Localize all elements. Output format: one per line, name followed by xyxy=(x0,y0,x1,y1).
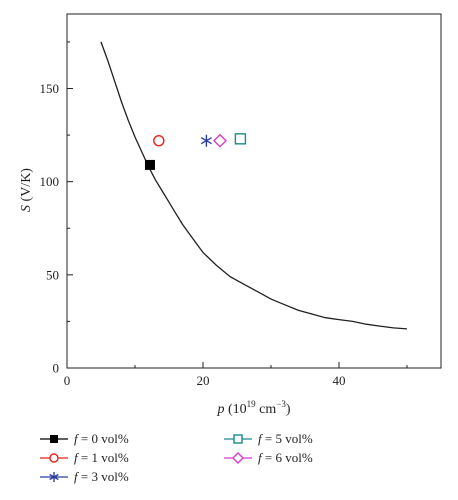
x-tick-label: 40 xyxy=(333,373,346,388)
legend-item: f = 1 vol% xyxy=(38,449,188,467)
legend-marker xyxy=(233,434,243,444)
legend-swatch xyxy=(224,452,252,464)
data-markers xyxy=(144,133,247,170)
legend-label: f = 6 vol% xyxy=(258,449,313,467)
x-axis-title: p (1019 cm−3) xyxy=(216,399,290,417)
y-axis-var: S xyxy=(19,205,34,212)
fit-curve xyxy=(100,41,408,330)
legend-label: f = 1 vol% xyxy=(74,449,129,467)
x-axis-unit-sup: −3 xyxy=(276,399,286,409)
legend-item: f = 6 vol% xyxy=(222,449,372,467)
tick-labels: 0 20 40 0 50 100 150 xyxy=(40,81,346,388)
x-axis-close: ) xyxy=(286,402,291,417)
legend-label-var: f xyxy=(74,431,78,446)
x-tick-label: 0 xyxy=(64,373,71,388)
legend-item: f = 3 vol% xyxy=(38,468,188,486)
y-axis-rest: (V/K) xyxy=(19,168,34,205)
data-point xyxy=(234,133,247,145)
legend-label-var: f xyxy=(74,469,78,484)
x-tick-label: 20 xyxy=(197,373,210,388)
legend-swatch xyxy=(40,435,68,443)
legend-label-rest: = 3 vol% xyxy=(77,469,129,484)
legend-marker xyxy=(50,435,58,443)
x-axis-unit: cm xyxy=(256,402,277,417)
legend-label-var: f xyxy=(258,450,262,465)
legend-label-rest: = 1 vol% xyxy=(77,450,129,465)
plot-frame xyxy=(66,13,442,369)
y-tick-label: 50 xyxy=(46,267,59,282)
legend-label-rest: = 6 vol% xyxy=(261,450,313,465)
legend-label-var: f xyxy=(74,450,78,465)
y-tick-label: 0 xyxy=(53,361,60,376)
legend-label: f = 3 vol% xyxy=(74,468,129,486)
data-point xyxy=(144,159,155,170)
y-tick-label: 100 xyxy=(40,174,60,189)
legend-label-var: f xyxy=(258,431,262,446)
data-point xyxy=(153,134,165,147)
axis-ticks xyxy=(66,41,408,369)
x-axis-rest-prefix: (10 xyxy=(224,402,246,417)
legend-swatch xyxy=(40,453,68,463)
legend-swatch xyxy=(224,434,252,444)
data-point xyxy=(213,133,227,148)
y-axis-title: S (V/K) xyxy=(19,168,34,212)
legend-item: f = 0 vol% xyxy=(38,430,188,448)
x-axis-sup: 19 xyxy=(247,399,257,409)
legend-marker xyxy=(232,452,244,464)
legend-label: f = 0 vol% xyxy=(74,430,129,448)
legend-label-rest: = 0 vol% xyxy=(77,431,129,446)
legend-marker xyxy=(49,453,59,463)
x-axis-var: p xyxy=(216,402,224,417)
data-point xyxy=(200,134,212,147)
legend-marker xyxy=(49,472,59,482)
legend-item: f = 5 vol% xyxy=(222,430,372,448)
legend-swatch xyxy=(40,472,68,482)
legend-label-rest: = 5 vol% xyxy=(261,431,313,446)
legend-label: f = 5 vol% xyxy=(258,430,313,448)
y-tick-label: 150 xyxy=(40,81,60,96)
